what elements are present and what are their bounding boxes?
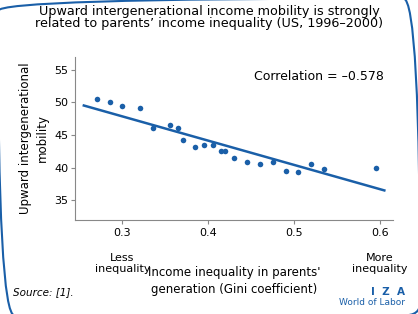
- Point: [282, 168, 289, 173]
- Point: [166, 122, 173, 127]
- Point: [372, 165, 379, 170]
- Point: [321, 166, 328, 171]
- Point: [179, 138, 186, 143]
- Y-axis label: Upward intergenerational
mobility: Upward intergenerational mobility: [19, 62, 48, 214]
- Point: [209, 142, 216, 147]
- Text: Source: [1].: Source: [1].: [13, 287, 73, 297]
- Text: More
inequality: More inequality: [352, 253, 408, 274]
- Text: related to parents’ income inequality (US, 1996–2000): related to parents’ income inequality (U…: [35, 17, 383, 30]
- Point: [244, 160, 250, 165]
- Point: [93, 96, 100, 101]
- Text: Correlation = –0.578: Correlation = –0.578: [253, 70, 383, 83]
- Point: [119, 103, 126, 108]
- Text: Upward intergenerational income mobility is strongly: Upward intergenerational income mobility…: [38, 5, 380, 18]
- Point: [231, 155, 237, 160]
- Point: [149, 126, 156, 131]
- Text: I  Z  A: I Z A: [372, 287, 405, 297]
- Point: [192, 144, 199, 149]
- Point: [269, 160, 276, 165]
- Point: [222, 149, 229, 154]
- Point: [136, 106, 143, 111]
- Point: [295, 170, 302, 175]
- Point: [106, 100, 113, 105]
- Point: [218, 149, 224, 154]
- X-axis label: Income inequality in parents'
generation (Gini coefficient): Income inequality in parents' generation…: [148, 266, 320, 296]
- Point: [257, 162, 263, 167]
- Text: Less
inequality: Less inequality: [95, 253, 150, 274]
- Text: World of Labor: World of Labor: [339, 298, 405, 307]
- Point: [201, 142, 207, 147]
- Point: [308, 162, 315, 167]
- Point: [175, 126, 181, 131]
